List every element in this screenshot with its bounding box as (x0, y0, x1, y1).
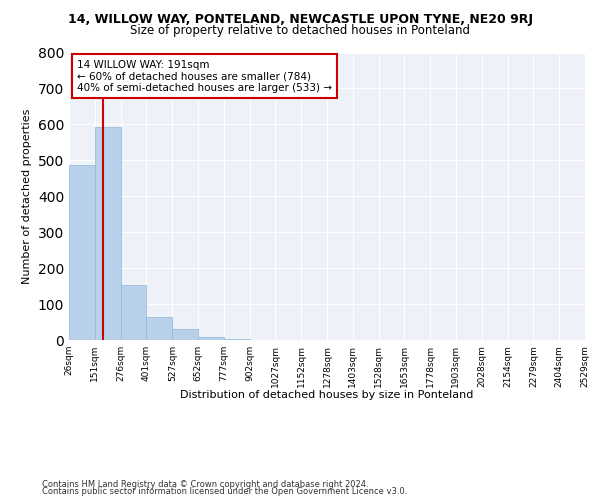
Text: Size of property relative to detached houses in Ponteland: Size of property relative to detached ho… (130, 24, 470, 37)
Bar (198, 337, 224, 340)
Bar (69, 165, 95, 340)
Text: 14, WILLOW WAY, PONTELAND, NEWCASTLE UPON TYNE, NE20 9RJ: 14, WILLOW WAY, PONTELAND, NEWCASTLE UPO… (67, 12, 533, 26)
Bar (146, 316, 172, 340)
X-axis label: Distribution of detached houses by size in Ponteland: Distribution of detached houses by size … (181, 390, 473, 400)
Text: Contains public sector information licensed under the Open Government Licence v3: Contains public sector information licen… (42, 487, 407, 496)
Bar (121, 286, 146, 340)
Text: 14 WILLOW WAY: 191sqm
← 60% of detached houses are smaller (784)
40% of semi-det: 14 WILLOW WAY: 191sqm ← 60% of detached … (77, 60, 332, 93)
Bar (224, 339, 250, 340)
Text: Contains HM Land Registry data © Crown copyright and database right 2024.: Contains HM Land Registry data © Crown c… (42, 480, 368, 489)
Bar (172, 329, 198, 340)
Y-axis label: Number of detached properties: Number of detached properties (22, 108, 32, 284)
Bar (95, 126, 121, 340)
